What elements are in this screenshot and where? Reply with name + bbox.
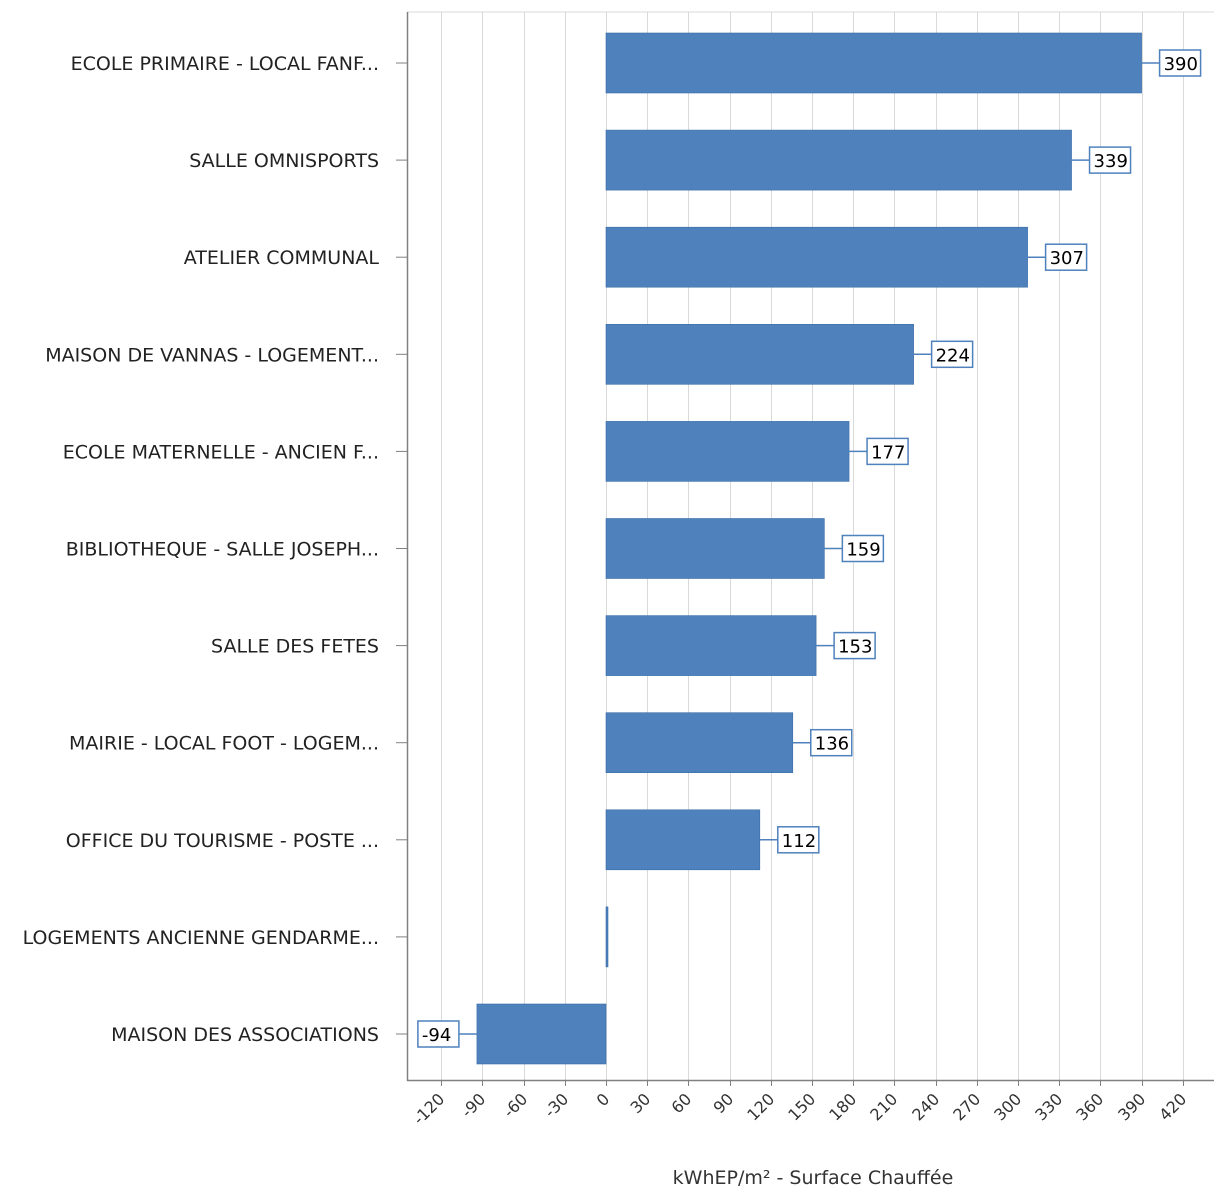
category-label: MAISON DES ASSOCIATIONS <box>111 1024 379 1046</box>
x-tick-label: 360 <box>1072 1089 1107 1124</box>
x-tick-label: 390 <box>1114 1089 1149 1124</box>
bar <box>605 32 1142 94</box>
bar <box>605 226 1028 288</box>
category-label: ATELIER COMMUNAL <box>184 247 380 269</box>
x-tick-label: 420 <box>1155 1089 1190 1124</box>
data-label-box <box>930 340 974 369</box>
data-label-box <box>417 1020 460 1048</box>
data-label-box <box>810 728 853 757</box>
category-label: OFFICE DU TOURISME - POSTE ... <box>66 830 379 852</box>
data-label: 390 <box>1164 54 1198 75</box>
category-label: SALLE DES FETES <box>211 636 379 658</box>
data-label: 224 <box>936 345 970 366</box>
labels: ECOLE PRIMAIRE - LOCAL FANF... 390 SALLE O… <box>23 49 1202 1048</box>
x-tick-label: 240 <box>908 1089 943 1124</box>
x-tick-label: -30 <box>540 1089 572 1121</box>
category-label: MAIRIE - LOCAL FOOT - LOGEM... <box>69 733 379 755</box>
x-tick-label: 120 <box>743 1089 778 1124</box>
data-label: 159 <box>846 540 880 561</box>
category-label: MAISON DE VANNAS - LOGEMENT... <box>45 344 379 366</box>
bar <box>476 1003 607 1065</box>
data-label-box <box>833 631 876 660</box>
data-label: 307 <box>1050 248 1084 269</box>
data-label: 339 <box>1094 151 1128 172</box>
bar <box>605 906 609 968</box>
x-tick-label: 0 <box>593 1089 614 1110</box>
x-tick-label: 60 <box>667 1089 695 1117</box>
data-label: 177 <box>871 442 905 463</box>
x-axis-title: kWhEP/m² - Surface Chauffée <box>673 1167 954 1186</box>
bars <box>476 32 1142 1065</box>
data-label-box <box>1088 146 1132 174</box>
data-label-box <box>1158 49 1202 77</box>
data-label: 112 <box>782 831 816 852</box>
bar <box>605 809 761 871</box>
data-label: 153 <box>838 637 872 658</box>
x-tick-label: 180 <box>825 1089 860 1124</box>
category-label: ECOLE MATERNELLE - ANCIEN F... <box>63 441 379 463</box>
x-tick-label: 30 <box>626 1089 654 1117</box>
data-label: -94 <box>422 1025 451 1046</box>
category-label: LOGEMENTS ANCIENNE GENDARME... <box>23 927 379 949</box>
data-label-box <box>841 534 885 563</box>
data-label: 136 <box>815 734 849 755</box>
data-label-box <box>1044 243 1088 271</box>
bar <box>605 129 1072 191</box>
x-tick-label: 330 <box>1031 1089 1066 1124</box>
x-tick-label: -60 <box>499 1089 531 1121</box>
x-tick-label: 150 <box>784 1089 819 1124</box>
category-label: BIBLIOTHEQUE - SALLE JOSEPH... <box>66 539 379 561</box>
bar <box>605 712 794 774</box>
x-tick-label: 300 <box>990 1089 1025 1124</box>
x-tick-label: -120 <box>409 1089 448 1128</box>
bar <box>605 421 850 482</box>
x-tick-label: 90 <box>709 1089 737 1117</box>
category-label: SALLE OMNISPORTS <box>189 150 379 172</box>
bar <box>605 615 817 676</box>
data-label-box <box>866 437 909 466</box>
x-tick-label: 270 <box>949 1089 984 1124</box>
data-label-box <box>777 826 820 854</box>
bar <box>605 518 825 579</box>
x-tick-label: 210 <box>866 1089 901 1124</box>
bar <box>605 323 914 385</box>
x-tick-label: -90 <box>457 1089 489 1121</box>
category-label: ECOLE PRIMAIRE - LOCAL FANF... <box>71 53 379 75</box>
